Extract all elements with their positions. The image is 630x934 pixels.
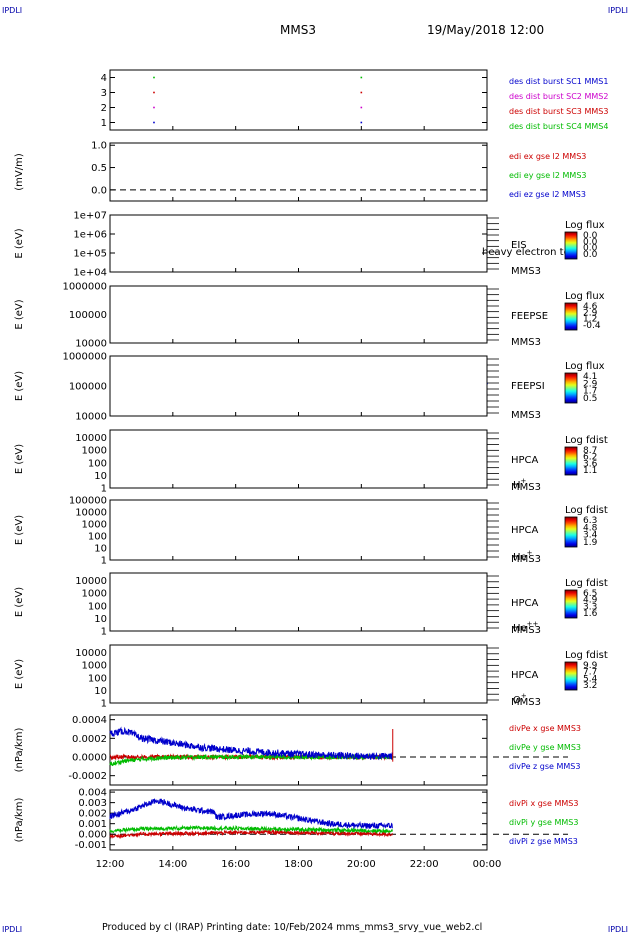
overlay-note: heavy electron to (482, 247, 570, 258)
corner-label-top-right: IPDLI (608, 6, 628, 15)
burst-point (153, 91, 155, 94)
y-tick-label: 1e+04 (73, 268, 107, 279)
colorbar-title: Log flux (565, 291, 605, 302)
instrument-label: FEEPSI (511, 381, 545, 392)
panel-feeps_i: 10000 100000 1000000 E (eV) FEEPSI MMS3 Log fl… (14, 352, 605, 423)
instrument-sub-label: MMS3 (511, 410, 541, 421)
legend-0: des dist burst SC1 MMS1 (509, 77, 608, 86)
colorbar (564, 231, 578, 260)
y-tick-label: 1 (101, 484, 107, 495)
y-tick-label: 4 (101, 73, 107, 84)
y-tick-label: 1000000 (62, 352, 107, 363)
legend-2: des dist burst SC3 MMS3 (509, 107, 608, 116)
plot-datetime: 19/May/2018 12:00 (427, 23, 544, 37)
instrument-label: EIS (511, 240, 527, 251)
colorbar-tick-label: 6.2 (583, 453, 597, 463)
colorbar-tick-label: 2.9 (583, 379, 598, 389)
y-axis-label: E (eV) (14, 228, 25, 258)
y-axis-label: (mV/m) (14, 153, 25, 191)
y-axis-label: E (eV) (14, 299, 25, 329)
y-tick-label: 2 (101, 103, 107, 114)
burst-point (153, 76, 155, 79)
panel-frame (109, 142, 488, 202)
panel-frame (109, 69, 488, 131)
panel-stack: 1 2 3 4 des dist burst SC1 MMS1 des dist burs… (14, 69, 608, 851)
burst-point (360, 121, 363, 124)
colorbar-tick-label: 2.9 (583, 308, 598, 318)
species-charge: + (521, 477, 527, 485)
species-base: H (513, 480, 521, 491)
y-tick-label: 1000000 (62, 282, 107, 293)
y-tick-label: 10000 (75, 412, 107, 423)
instrument-label: HPCA (511, 455, 539, 466)
legend-1: edi ey gse l2 MMS3 (509, 171, 587, 180)
colorbar-tick-label: 0.0 (583, 237, 598, 247)
colorbar-title: Log fdist (565, 435, 608, 446)
panel-eis: 1e+04 1e+05 1e+06 1e+07 E (eV) EIS MMS3 heavy e… (14, 211, 605, 279)
y-tick-label: 1000 (82, 446, 107, 457)
instrument-label: FEEPSE (511, 311, 548, 322)
colorbar-title: Log flux (565, 220, 605, 231)
y-tick-label: 1e+06 (73, 230, 107, 241)
instrument-sub-label: MMS3 (511, 266, 541, 277)
y-tick-label: 1e+05 (73, 249, 107, 260)
colorbar-tick-label: 1.1 (583, 466, 597, 476)
colorbar-tick-label: 1.7 (583, 387, 597, 397)
y-tick-label: 100000 (69, 310, 107, 321)
colorbar-tick-label: -0.4 (583, 321, 601, 331)
burst-point (360, 76, 363, 79)
legend-1: des dist burst SC2 MMS2 (509, 92, 608, 101)
y-axis-label: E (eV) (14, 371, 25, 401)
colorbar (564, 372, 578, 404)
colorbar-title: Log flux (565, 361, 605, 372)
colorbar-tick-label: 1.2 (583, 315, 597, 325)
y-tick-label: 1e+07 (73, 211, 107, 222)
y-tick-label: 3 (101, 88, 107, 99)
y-tick-label: 1 (101, 118, 107, 129)
panel-frame (109, 214, 488, 273)
panel-burst: 1 2 3 4 des dist burst SC1 MMS1 des dist burs… (101, 69, 608, 131)
species-label: H+ (513, 477, 527, 491)
panel-frame (109, 285, 488, 344)
y-tick-label: 100000 (69, 382, 107, 393)
panel-edi: 0.0 0.5 1.0 (mV/m) edi ex gse l2 MMS3 edi ey … (14, 141, 587, 202)
y-tick-label: 10000 (75, 433, 107, 444)
colorbar (564, 446, 578, 476)
y-tick-label: 100 (88, 458, 107, 469)
colorbar-tick-label: 0.0 (583, 250, 598, 260)
y-tick-label: 10000 (75, 339, 107, 350)
burst-point (360, 106, 363, 109)
colorbar-tick-label: 3.6 (583, 459, 598, 469)
y-tick-label: 10 (94, 471, 107, 482)
colorbar-tick-label: 0.0 (583, 244, 598, 254)
burst-point (153, 121, 155, 124)
colorbar-tick-label: 4.6 (583, 302, 598, 312)
instrument-sub-label: MMS3 (511, 337, 541, 348)
colorbar (564, 302, 578, 331)
colorbar-tick-label: 8.7 (583, 446, 597, 456)
y-tick-label: 0.5 (91, 163, 107, 174)
colorbar-tick-label: 0.5 (583, 394, 597, 404)
corner-label-top-left: IPDLI (2, 6, 22, 15)
burst-point (153, 106, 155, 109)
burst-point (360, 91, 363, 94)
panel-frame (109, 355, 488, 417)
legend-3: des dist burst SC4 MMS4 (509, 122, 608, 131)
instrument-sub-label: MMS3 (511, 482, 541, 493)
panel-feeps_e: 10000 100000 1000000 E (eV) FEEPSE MMS3 Log fl… (14, 282, 605, 350)
y-tick-label: 0.0 (91, 185, 107, 196)
colorbar-tick-label: 4.1 (583, 372, 597, 382)
colorbar-tick-label: 0.0 (583, 231, 598, 241)
legend-2: edi ez gse l2 MMS3 (509, 190, 586, 199)
y-tick-label: 1.0 (91, 141, 107, 152)
legend-0: edi ex gse l2 MMS3 (509, 152, 586, 161)
page-title: MMS3 (280, 23, 316, 37)
y-axis-label: E (eV) (14, 444, 25, 474)
